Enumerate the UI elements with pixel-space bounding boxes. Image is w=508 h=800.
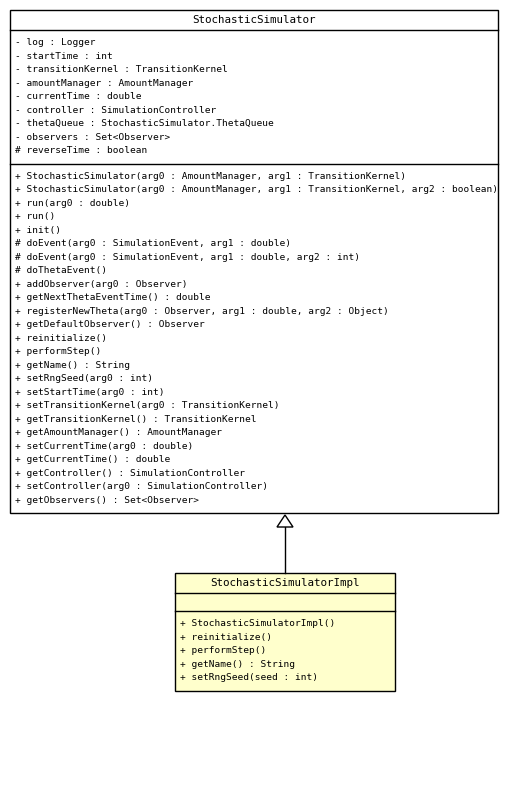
- Text: StochasticSimulator: StochasticSimulator: [192, 15, 316, 25]
- Bar: [175, 573, 395, 690]
- Text: + StochasticSimulatorImpl(): + StochasticSimulatorImpl(): [180, 619, 335, 628]
- Text: + setRngSeed(seed : int): + setRngSeed(seed : int): [180, 674, 318, 682]
- Text: + registerNewTheta(arg0 : Observer, arg1 : double, arg2 : Object): + registerNewTheta(arg0 : Observer, arg1…: [15, 306, 389, 316]
- Text: + addObserver(arg0 : Observer): + addObserver(arg0 : Observer): [15, 280, 187, 289]
- Text: - observers : Set<Observer>: - observers : Set<Observer>: [15, 133, 170, 142]
- Text: + setStartTime(arg0 : int): + setStartTime(arg0 : int): [15, 388, 165, 397]
- Text: + getTransitionKernel() : TransitionKernel: + getTransitionKernel() : TransitionKern…: [15, 414, 257, 424]
- Text: + setController(arg0 : SimulationController): + setController(arg0 : SimulationControl…: [15, 482, 268, 491]
- Text: + setCurrentTime(arg0 : double): + setCurrentTime(arg0 : double): [15, 442, 193, 450]
- Text: - controller : SimulationController: - controller : SimulationController: [15, 106, 216, 114]
- Text: + StochasticSimulator(arg0 : AmountManager, arg1 : TransitionKernel, arg2 : bool: + StochasticSimulator(arg0 : AmountManag…: [15, 186, 498, 194]
- Text: + run(): + run(): [15, 212, 55, 222]
- Text: + setRngSeed(arg0 : int): + setRngSeed(arg0 : int): [15, 374, 153, 383]
- Text: - thetaQueue : StochasticSimulator.ThetaQueue: - thetaQueue : StochasticSimulator.Theta…: [15, 119, 274, 128]
- Text: # reverseTime : boolean: # reverseTime : boolean: [15, 146, 147, 155]
- Text: + reinitialize(): + reinitialize(): [15, 334, 107, 342]
- Text: + getDefaultObserver() : Observer: + getDefaultObserver() : Observer: [15, 320, 205, 330]
- Text: + getObservers() : Set<Observer>: + getObservers() : Set<Observer>: [15, 496, 199, 505]
- Text: # doEvent(arg0 : SimulationEvent, arg1 : double): # doEvent(arg0 : SimulationEvent, arg1 :…: [15, 239, 291, 248]
- Text: - currentTime : double: - currentTime : double: [15, 92, 142, 102]
- Text: + performStep(): + performStep(): [180, 646, 266, 655]
- Polygon shape: [277, 515, 293, 527]
- Text: + getName() : String: + getName() : String: [15, 361, 130, 370]
- Text: - transitionKernel : TransitionKernel: - transitionKernel : TransitionKernel: [15, 66, 228, 74]
- Text: + getController() : SimulationController: + getController() : SimulationController: [15, 469, 245, 478]
- Text: + getNextThetaEventTime() : double: + getNextThetaEventTime() : double: [15, 294, 210, 302]
- Text: + StochasticSimulator(arg0 : AmountManager, arg1 : TransitionKernel): + StochasticSimulator(arg0 : AmountManag…: [15, 172, 406, 181]
- Text: + reinitialize(): + reinitialize(): [180, 633, 272, 642]
- Text: - log : Logger: - log : Logger: [15, 38, 96, 47]
- Text: + performStep(): + performStep(): [15, 347, 101, 356]
- Text: + getName() : String: + getName() : String: [180, 660, 295, 669]
- Text: + init(): + init(): [15, 226, 61, 234]
- Text: # doEvent(arg0 : SimulationEvent, arg1 : double, arg2 : int): # doEvent(arg0 : SimulationEvent, arg1 :…: [15, 253, 360, 262]
- Text: + getAmountManager() : AmountManager: + getAmountManager() : AmountManager: [15, 428, 222, 438]
- Text: - amountManager : AmountManager: - amountManager : AmountManager: [15, 78, 193, 88]
- Text: + setTransitionKernel(arg0 : TransitionKernel): + setTransitionKernel(arg0 : TransitionK…: [15, 402, 279, 410]
- Text: StochasticSimulatorImpl: StochasticSimulatorImpl: [210, 578, 360, 588]
- Text: + getCurrentTime() : double: + getCurrentTime() : double: [15, 455, 170, 464]
- Text: + run(arg0 : double): + run(arg0 : double): [15, 198, 130, 208]
- Text: - startTime : int: - startTime : int: [15, 52, 113, 61]
- Bar: [10, 10, 498, 513]
- Text: # doThetaEvent(): # doThetaEvent(): [15, 266, 107, 275]
